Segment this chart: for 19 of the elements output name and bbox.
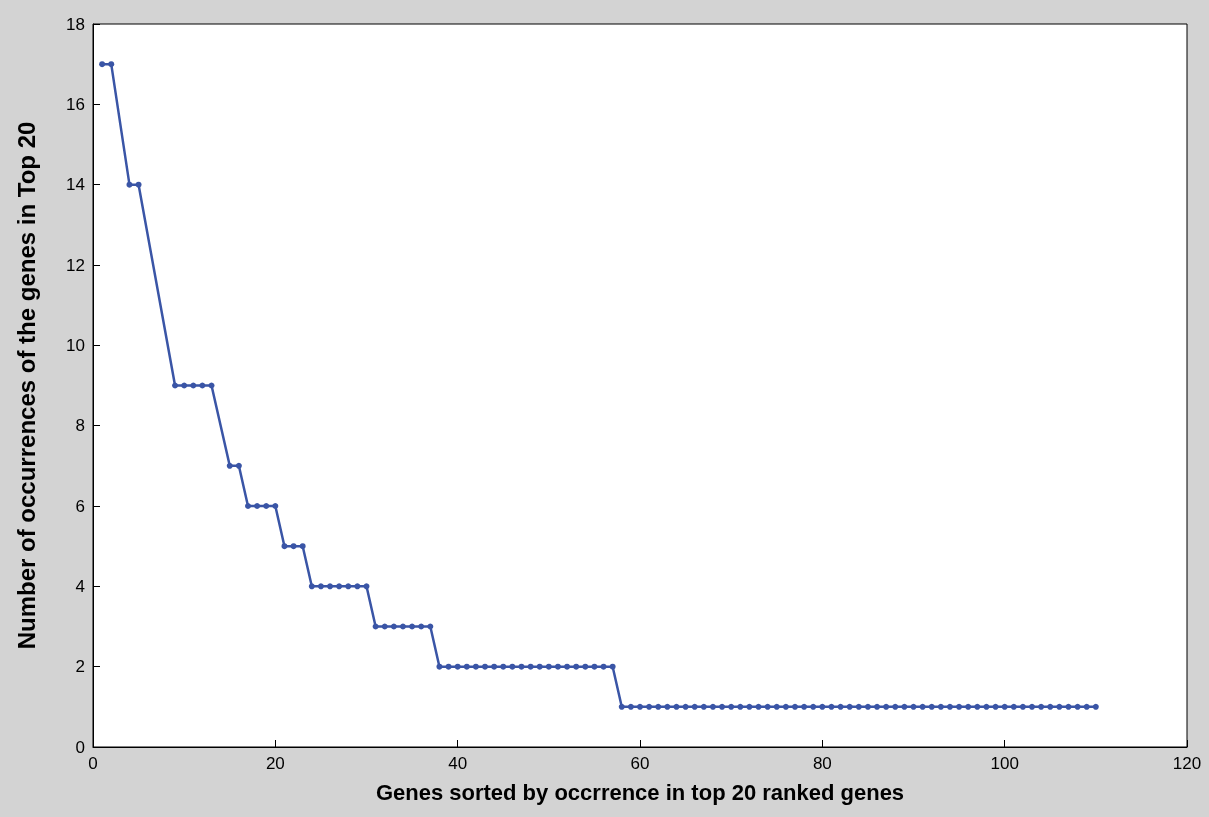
y-axis-title: Number of occurrences of the genes in Top 20 [12, 121, 40, 650]
y-tick-label: 2 [75, 657, 85, 677]
x-tick-label: 120 [1172, 754, 1202, 773]
x-axis-title: Genes sorted by occrrence in top 20 ranked genes [375, 779, 905, 805]
x-tick-label: 0 [88, 754, 98, 773]
x-tick-label: 40 [448, 754, 468, 773]
y-tick-label: 14 [66, 175, 85, 195]
y-tick-label: 16 [66, 94, 85, 114]
y-tick-label: 6 [75, 496, 85, 516]
y-tick-label: 18 [66, 14, 85, 34]
x-tick-label: 20 [265, 754, 285, 773]
y-tick-label: 10 [66, 335, 85, 355]
y-tick-label: 4 [75, 576, 85, 596]
x-tick-label: 80 [812, 754, 832, 773]
x-tick-label: 60 [630, 754, 650, 773]
y-tick-label: 0 [75, 737, 85, 757]
y-tick-label: 8 [75, 416, 85, 436]
x-tick-label: 100 [990, 754, 1019, 773]
y-tick-label: 12 [66, 255, 85, 275]
